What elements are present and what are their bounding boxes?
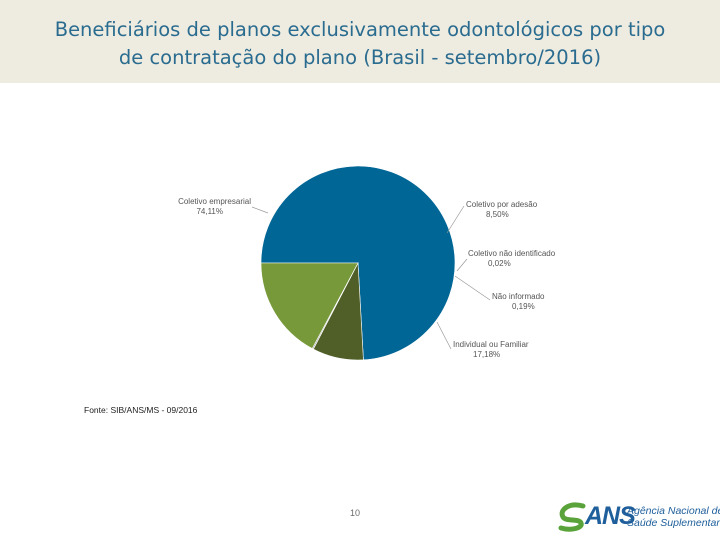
slice-label-0: Coletivo empresarial — [178, 197, 251, 206]
header-band — [0, 0, 720, 83]
slice-value-4: 17,18% — [473, 350, 500, 359]
logo-subtitle-1: Agência Nacional de — [627, 505, 720, 517]
leader-line-3 — [454, 275, 491, 301]
slice-label-3: Não informado — [492, 292, 545, 301]
slice-label-4: Individual ou Familiar — [453, 340, 529, 349]
leader-line-4 — [436, 321, 452, 350]
page-title: Beneficiários de planos exclusivamente o… — [20, 16, 700, 72]
slice-value-0: 74,11% — [196, 207, 223, 216]
slice-label-1: Coletivo por adesão — [466, 200, 538, 209]
leader-line-0 — [251, 206, 269, 214]
ans-logo: ANS Agência Nacional de Saúde Suplementa… — [557, 500, 720, 532]
leader-line-1 — [446, 205, 465, 234]
title-line-2: de contratação do plano (Brasil - setemb… — [118, 46, 602, 69]
slice-value-3: 0,19% — [512, 302, 535, 311]
leader-line-2 — [456, 258, 468, 272]
source-note: Fonte: SIB/ANS/MS - 09/2016 — [84, 405, 198, 415]
title-line-1: Beneficiários de planos exclusivamente o… — [54, 18, 666, 41]
page-number: 10 — [349, 508, 360, 518]
pie-slice-4 — [260, 262, 359, 349]
logo-brand: ANS — [585, 502, 636, 530]
slice-value-2: 0,02% — [488, 259, 511, 268]
slice-label-2: Coletivo não identificado — [468, 249, 556, 258]
logo-subtitle-2: Saúde Suplementar — [627, 517, 720, 529]
slice-value-1: 8,50% — [486, 210, 509, 219]
ans-logo-icon — [558, 502, 586, 532]
